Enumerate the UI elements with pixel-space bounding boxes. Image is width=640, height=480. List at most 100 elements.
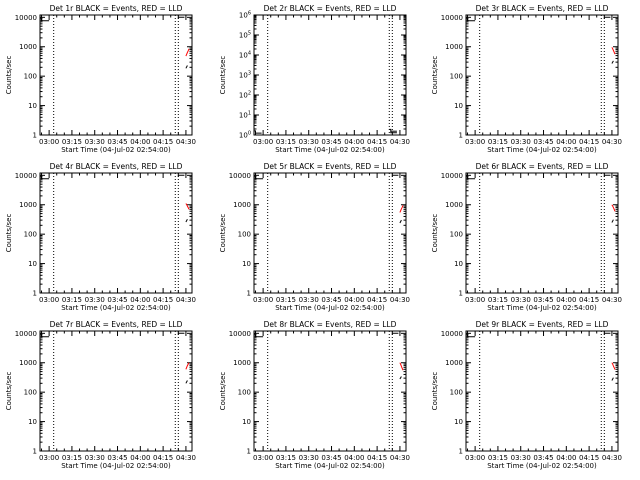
x-axis-label: Start Time (04-Jul-02 02:54:00) [275,462,385,470]
x-tick-label: 04:30 [176,296,196,304]
y-axis-label: Counts/sec [431,56,439,95]
events-series-segment-1 [254,174,264,180]
x-tick-label: 04:00 [344,296,364,304]
x-tick-label: 04:30 [390,296,410,304]
x-tick-label: 04:00 [556,138,576,146]
y-tick-label: 1000 [19,201,37,209]
y-axis-label: Counts/sec [219,214,227,253]
x-tick-label: 03:30 [511,138,531,146]
y-tick-label: 103 [239,71,251,80]
x-tick-label: 04:00 [344,454,364,462]
chart-title: Det 3r BLACK = Events, RED = LLD [476,4,609,13]
x-tick-label: 04:15 [153,138,173,146]
x-axis-label: Start Time (04-Jul-02 02:54:00) [487,304,597,312]
x-tick-label: 03:30 [511,296,531,304]
x-axis-label: Start Time (04-Jul-02 02:54:00) [275,146,385,154]
x-tick-label: 03:15 [276,296,296,304]
y-axis-label: Counts/sec [219,56,227,95]
y-tick-label: 100 [450,389,463,397]
y-tick-label: 100 [450,73,463,81]
y-tick-label: 1000 [19,43,37,51]
chart-panel-3: Det 3r BLACK = Events, RED = LLD 1 10 100 10… [431,4,622,154]
events-series-segment-2 [177,16,185,19]
events-series-segment-3 [611,377,614,381]
y-tick-label: 1 [247,290,251,298]
x-tick-label: 03:45 [321,138,341,146]
plot-frame [253,172,407,294]
x-tick-label: 03:30 [85,138,105,146]
chart-title: Det 6r BLACK = Events, RED = LLD [476,162,609,171]
chart-title: Det 7r BLACK = Events, RED = LLD [50,320,183,329]
events-series-segment-1 [254,130,262,134]
plot-frame [39,14,193,136]
y-tick-label: 100 [24,231,37,239]
y-tick-label: 1000 [445,359,463,367]
y-axis-label: Counts/sec [219,372,227,411]
y-tick-label: 10 [28,260,37,268]
y-tick-label: 1 [459,448,463,456]
chart-panel-5: Det 5r BLACK = Events, RED = LLD 1 10 100 10… [219,162,410,312]
y-tick-label: 104 [239,51,251,60]
lld-series-segment-1 [185,362,190,370]
y-tick-label: 1 [33,132,37,140]
y-tick-label: 106 [239,11,251,20]
events-series-segment-2 [177,174,185,177]
y-tick-label: 10 [242,260,251,268]
x-tick-label: 03:15 [62,138,82,146]
events-series-segment-3 [185,380,188,384]
x-tick-label: 03:15 [488,454,508,462]
y-tick-label: 10 [242,418,251,426]
x-tick-label: 03:15 [276,138,296,146]
y-tick-label: 10000 [15,330,37,338]
lld-series-segment-1 [611,362,616,370]
y-tick-label: 10 [28,102,37,110]
lld-series-segment-1 [399,205,404,213]
x-tick-label: 03:00 [253,296,273,304]
x-tick-label: 03:30 [299,454,319,462]
chart-title: Det 1r BLACK = Events, RED = LLD [50,4,183,13]
x-tick-label: 03:30 [511,454,531,462]
x-tick-label: 04:15 [367,138,387,146]
y-tick-label: 1 [33,448,37,456]
lld-series-segment-1 [611,47,616,55]
x-tick-label: 03:45 [107,138,127,146]
lld-series-segment-1 [399,362,404,371]
chart-panel-7: Det 7r BLACK = Events, RED = LLD 1 10 100 10… [5,320,196,470]
x-tick-label: 03:00 [465,296,485,304]
y-tick-label: 10000 [15,172,37,180]
x-tick-label: 03:15 [62,454,82,462]
x-axis-label: Start Time (04-Jul-02 02:54:00) [61,462,171,470]
events-series-segment-1 [40,332,50,338]
y-tick-label: 1 [33,290,37,298]
y-axis-label: Counts/sec [5,372,13,411]
x-tick-label: 04:00 [556,296,576,304]
chart-title: Det 4r BLACK = Events, RED = LLD [50,162,183,171]
y-tick-label: 100 [450,231,463,239]
events-series-segment-1 [40,16,50,22]
x-tick-label: 03:15 [276,454,296,462]
y-tick-label: 10000 [15,14,37,22]
x-tick-label: 03:45 [533,296,553,304]
x-tick-label: 04:00 [130,454,150,462]
plot-frame [465,172,619,294]
events-series-segment-1 [466,16,476,22]
events-series-segment-1 [254,332,264,338]
y-tick-label: 100 [24,389,37,397]
chart-panel-8: Det 8r BLACK = Events, RED = LLD 1 10 100 10… [219,320,410,470]
x-tick-label: 04:00 [556,454,576,462]
x-tick-label: 04:15 [153,296,173,304]
y-tick-label: 10000 [229,330,251,338]
x-tick-label: 03:30 [299,296,319,304]
x-tick-label: 04:30 [390,138,410,146]
events-series-segment-2 [391,332,399,335]
chart-title: Det 5r BLACK = Events, RED = LLD [264,162,397,171]
events-series-segment-3 [185,65,188,69]
x-tick-label: 04:15 [579,138,599,146]
x-tick-label: 03:45 [321,454,341,462]
x-axis-label: Start Time (04-Jul-02 02:54:00) [275,304,385,312]
events-series-segment-2 [603,174,611,177]
x-tick-label: 03:00 [253,138,273,146]
events-series-segment-1 [40,174,50,180]
y-axis-label: Counts/sec [5,56,13,95]
x-tick-label: 04:00 [130,296,150,304]
